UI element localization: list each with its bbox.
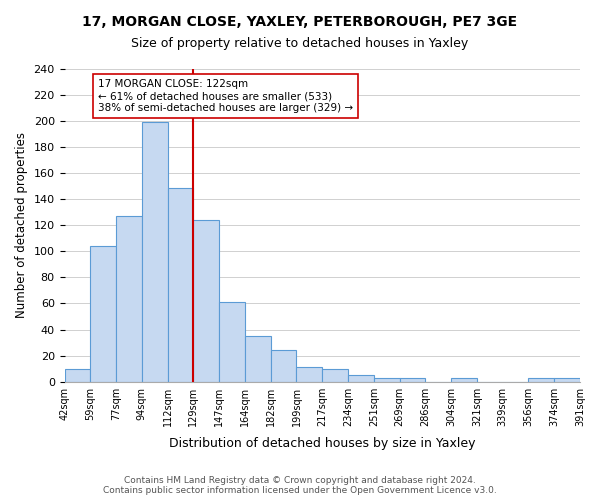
Bar (245, 336, 271, 382)
Bar (374, 378, 400, 382)
Bar (451, 378, 477, 382)
Y-axis label: Number of detached properties: Number of detached properties (15, 132, 28, 318)
Bar (529, 378, 554, 382)
Text: 17 MORGAN CLOSE: 122sqm
← 61% of detached houses are smaller (533)
38% of semi-d: 17 MORGAN CLOSE: 122sqm ← 61% of detache… (98, 80, 353, 112)
Bar (554, 378, 580, 382)
Bar (322, 368, 348, 382)
Bar (167, 188, 193, 382)
Bar (296, 368, 322, 382)
Bar (193, 220, 219, 382)
Bar (271, 350, 296, 382)
X-axis label: Distribution of detached houses by size in Yaxley: Distribution of detached houses by size … (169, 437, 476, 450)
Text: Size of property relative to detached houses in Yaxley: Size of property relative to detached ho… (131, 38, 469, 51)
Bar (116, 216, 142, 382)
Bar (400, 378, 425, 382)
Bar (65, 368, 91, 382)
Text: Contains HM Land Registry data © Crown copyright and database right 2024.
Contai: Contains HM Land Registry data © Crown c… (103, 476, 497, 495)
Bar (142, 122, 167, 382)
Bar (219, 302, 245, 382)
Bar (348, 375, 374, 382)
Bar (91, 246, 116, 382)
Text: 17, MORGAN CLOSE, YAXLEY, PETERBOROUGH, PE7 3GE: 17, MORGAN CLOSE, YAXLEY, PETERBOROUGH, … (82, 15, 518, 29)
